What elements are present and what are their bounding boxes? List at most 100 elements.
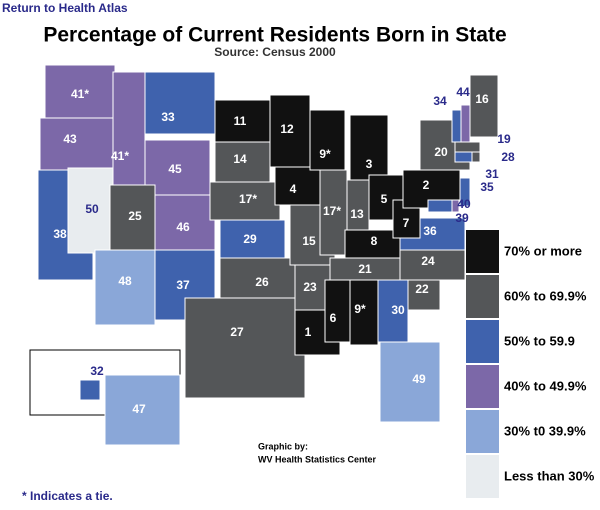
- state-label: 41*: [71, 87, 89, 101]
- state-label: 49: [412, 372, 426, 386]
- state-label: 27: [230, 325, 244, 339]
- legend-label: 30% t0 39.9%: [504, 423, 586, 438]
- state-label: 31: [485, 167, 499, 181]
- state-label: 7: [403, 216, 410, 230]
- legend-label: 40% to 49.9%: [504, 378, 587, 393]
- state: [451, 109, 462, 143]
- state: [399, 249, 466, 281]
- legend-swatch: [466, 230, 499, 273]
- state: [144, 139, 211, 196]
- state-label: 1: [305, 325, 312, 339]
- state-label: 46: [176, 220, 190, 234]
- state: [427, 199, 453, 213]
- state: [377, 279, 409, 343]
- legend-label: 50% to 59.9: [504, 333, 575, 348]
- state-label: 40: [457, 197, 471, 211]
- state: [214, 99, 271, 143]
- state-label: 36: [423, 224, 437, 238]
- state-label: 9*: [319, 147, 331, 161]
- legend-label: 60% to 69.9%: [504, 288, 587, 303]
- state: [454, 141, 481, 153]
- state-label: 17*: [239, 192, 257, 206]
- state: [184, 297, 306, 399]
- state: [104, 374, 181, 446]
- state: [94, 249, 156, 326]
- state: [471, 151, 481, 163]
- state-label: 25: [128, 209, 142, 223]
- state-label: 43: [63, 132, 77, 146]
- state: [379, 341, 441, 423]
- legend-swatch: [466, 410, 499, 453]
- state-label: 38: [53, 227, 67, 241]
- credit-1: Graphic by:: [258, 441, 308, 451]
- state-label: 35: [480, 180, 494, 194]
- state-label: 11: [234, 114, 247, 128]
- state-label: 47: [132, 402, 146, 416]
- state: [319, 169, 348, 256]
- state: [154, 194, 216, 251]
- state-label: 2: [423, 178, 430, 192]
- legend: 70% or more 60% to 69.9% 50% to 59.9 40% to…: [466, 230, 595, 498]
- state-label: 4: [290, 182, 297, 196]
- state-label: 50: [85, 202, 99, 216]
- state: [144, 71, 216, 135]
- state-label: 12: [280, 122, 294, 136]
- state-label: 37: [176, 278, 190, 292]
- legend-swatch: [466, 320, 499, 363]
- state-label: 32: [90, 364, 104, 378]
- legend-swatch: [466, 455, 499, 498]
- state-label: 16: [475, 92, 489, 106]
- state-label: 9*: [354, 302, 366, 316]
- state: [39, 117, 121, 174]
- state-label: 45: [168, 162, 182, 176]
- state: [349, 114, 389, 181]
- state-label: 3: [366, 157, 373, 171]
- legend-label: Less than 30%: [504, 468, 595, 483]
- state: [79, 379, 101, 401]
- legend-label: 70% or more: [504, 243, 582, 258]
- state: [459, 177, 471, 207]
- state-label: 21: [358, 262, 372, 276]
- state-label: 24: [421, 254, 435, 268]
- state-label: 26: [255, 275, 269, 289]
- state-label: 44: [456, 85, 470, 99]
- state: [324, 279, 351, 343]
- state-label: 39: [455, 211, 469, 225]
- state-label: 20: [434, 145, 448, 159]
- state-label: 13: [350, 207, 364, 221]
- state: [460, 104, 471, 143]
- state-label: 22: [415, 282, 429, 296]
- state: [454, 151, 473, 163]
- footnote: * Indicates a tie.: [22, 489, 113, 503]
- state-label: 15: [302, 234, 316, 248]
- state-label: 28: [501, 150, 515, 164]
- state: [469, 74, 499, 138]
- state-label: 6: [330, 311, 337, 325]
- state-label: 34: [433, 94, 447, 108]
- return-link[interactable]: Return to Health Atlas: [2, 1, 128, 15]
- states: 41*43385041*334525484637111417*292627124…: [37, 64, 515, 446]
- state: [269, 94, 311, 168]
- state-label: 41*: [111, 149, 129, 163]
- state-label: 8: [371, 234, 378, 248]
- title: Percentage of Current Residents Born in …: [43, 24, 506, 47]
- state: [349, 279, 379, 346]
- state-label: 17*: [323, 204, 341, 218]
- state-label: 5: [381, 192, 388, 206]
- legend-swatch: [466, 275, 499, 318]
- source: Source: Census 2000: [214, 45, 336, 59]
- legend-swatch: [466, 365, 499, 408]
- state: [112, 71, 146, 186]
- state-label: 33: [161, 110, 175, 124]
- state-label: 19: [497, 132, 511, 146]
- state-label: 30: [391, 303, 405, 317]
- state-label: 14: [233, 152, 247, 166]
- state-label: 48: [118, 274, 132, 288]
- state-label: 23: [303, 280, 317, 294]
- state: [219, 219, 286, 259]
- state: [274, 166, 321, 206]
- credit-2: WV Health Statistics Center: [258, 454, 377, 464]
- state: [209, 181, 281, 221]
- state-label: 29: [243, 232, 257, 246]
